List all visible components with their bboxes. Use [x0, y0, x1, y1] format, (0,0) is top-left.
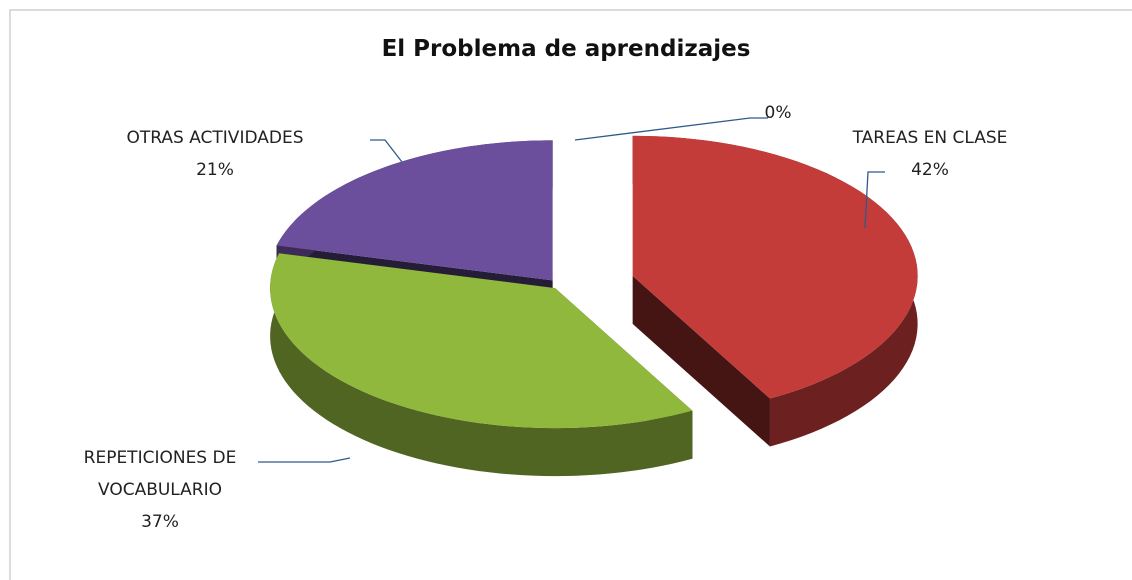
leader-line: [258, 457, 351, 463]
pie: [270, 135, 918, 477]
chart-border: [9, 9, 1132, 580]
pie-slice: [270, 253, 693, 429]
value-label: 42%: [911, 160, 949, 180]
pie-slice: [276, 140, 553, 281]
value-label: 0%: [764, 103, 792, 123]
slice-side: [270, 253, 693, 477]
leader-line: [864, 171, 885, 229]
data-label: OTRAS ACTIVIDADES 21%: [125, 122, 305, 186]
category-label: REPETICIONES DE VOCABULARIO: [83, 448, 237, 500]
data-label: REPETICIONES DE VOCABULARIO 37%: [50, 442, 270, 538]
pie-slice: [632, 135, 918, 399]
slice-side: [632, 275, 770, 447]
value-label: 21%: [196, 160, 234, 180]
category-label: OTRAS ACTIVIDADES: [126, 128, 304, 148]
leader-line: [574, 117, 768, 141]
data-label: 0%: [688, 97, 868, 129]
leader-line: [370, 139, 403, 163]
category-label: TAREAS EN CLASE: [852, 128, 1008, 148]
value-label: 37%: [141, 512, 179, 532]
chart-title: El Problema de aprendizajes: [381, 36, 751, 62]
data-label: TAREAS EN CLASE 42%: [840, 122, 1020, 186]
